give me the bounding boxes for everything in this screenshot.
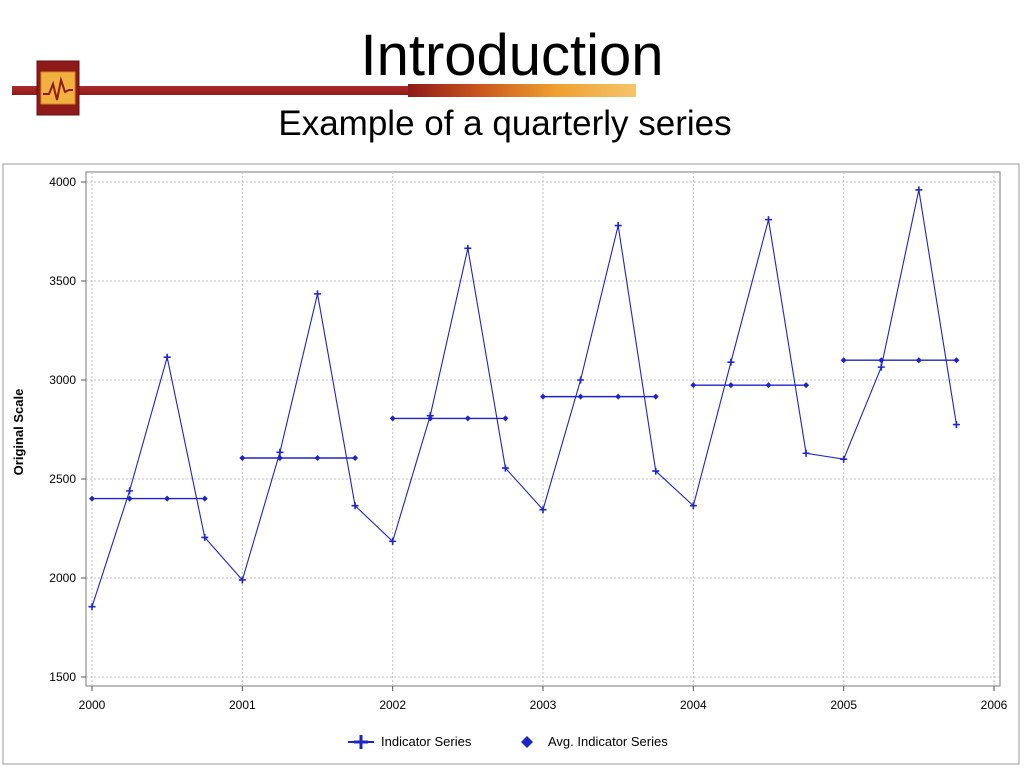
legend-avg-label: Avg. Indicator Series (548, 734, 668, 749)
indicator-series-point (765, 216, 772, 224)
y-tick-label: 4000 (49, 175, 76, 189)
avg-series-point (915, 357, 922, 364)
indicator-series-point (88, 603, 96, 611)
indicator-series-point (238, 576, 246, 584)
avg-series-point (389, 415, 396, 422)
chart: 2000 2001 2002 2003 2004 2005 2006150020002500… (2, 163, 1020, 765)
slide-subtitle: Example of a quarterly series (278, 104, 732, 143)
indicator-series-point (426, 412, 434, 420)
indicator-series-point (614, 222, 622, 230)
avg-series-point (615, 393, 622, 400)
avg-series-point (690, 382, 697, 389)
avg-series-point (352, 455, 359, 462)
indicator-series-point (163, 353, 171, 361)
indicator-series-point (314, 290, 321, 298)
indicator-series-point (915, 186, 923, 194)
avg-series-point (126, 495, 133, 502)
avg-series-point (239, 455, 246, 462)
x-tick-label: 2005 (830, 698, 857, 712)
x-tick-label: 2006 (981, 698, 1008, 712)
avg-series-point (840, 357, 847, 364)
y-tick-label: 1500 (49, 670, 76, 684)
y-tick-label: 3500 (49, 274, 76, 288)
avg-series-point (164, 495, 171, 502)
indicator-series-point (276, 448, 284, 456)
x-tick-label: 2002 (379, 698, 406, 712)
avg-series-point (953, 357, 960, 364)
legend-indicator-label: Indicator Series (381, 734, 472, 749)
x-tick-label: 2001 (229, 698, 256, 712)
indicator-series-point (389, 537, 397, 545)
avg-series-point (314, 455, 321, 462)
indicator-series-point (952, 421, 960, 429)
indicator-series-point (577, 376, 585, 384)
avg-series-point (502, 415, 509, 422)
indicator-series-point (840, 455, 848, 463)
avg-series-point (652, 393, 659, 400)
indicator-series-point (652, 467, 660, 475)
indicator-series-point (539, 506, 547, 514)
y-axis-label: Original Scale (11, 389, 26, 476)
chart-logo-icon (36, 60, 80, 116)
title-rule-red (12, 86, 408, 95)
indicator-series-point (877, 363, 885, 371)
x-tick-label: 2003 (530, 698, 557, 712)
indicator-series-point (802, 449, 810, 457)
avg-series-point (89, 495, 95, 502)
slide-title: Introduction (360, 23, 664, 88)
avg-series-point (803, 382, 810, 389)
avg-series-point (765, 382, 772, 389)
avg-series-point (577, 393, 584, 400)
y-tick-label: 2500 (49, 472, 76, 486)
indicator-series-point (351, 502, 359, 510)
indicator-series-line (91, 189, 957, 607)
x-tick-label: 2004 (680, 698, 707, 712)
avg-series-point (464, 415, 471, 422)
legend-avg-marker (521, 736, 533, 748)
indicator-series-point (201, 533, 209, 541)
indicator-series-point (727, 358, 735, 366)
legend: Indicator Series Avg. Indicator Series (348, 734, 668, 749)
indicator-series-point (464, 244, 472, 252)
indicator-series-point (501, 464, 509, 472)
grid-layer (86, 172, 1000, 686)
axis-layer: 2000 2001 2002 2003 2004 2005 2006150020002500… (49, 175, 1007, 712)
indicator-series-point (689, 502, 697, 510)
y-tick-label: 3000 (49, 373, 76, 387)
indicator-series-point (126, 487, 134, 495)
x-tick-label: 2000 (79, 698, 106, 712)
indicator-series-layer (88, 186, 960, 611)
y-tick-label: 2000 (49, 571, 76, 585)
title-rule-gradient (408, 84, 636, 97)
avg-series-point (727, 382, 734, 389)
avg-series-point (201, 495, 208, 502)
legend-indicator-marker (354, 735, 368, 749)
avg-series-point (540, 393, 546, 400)
